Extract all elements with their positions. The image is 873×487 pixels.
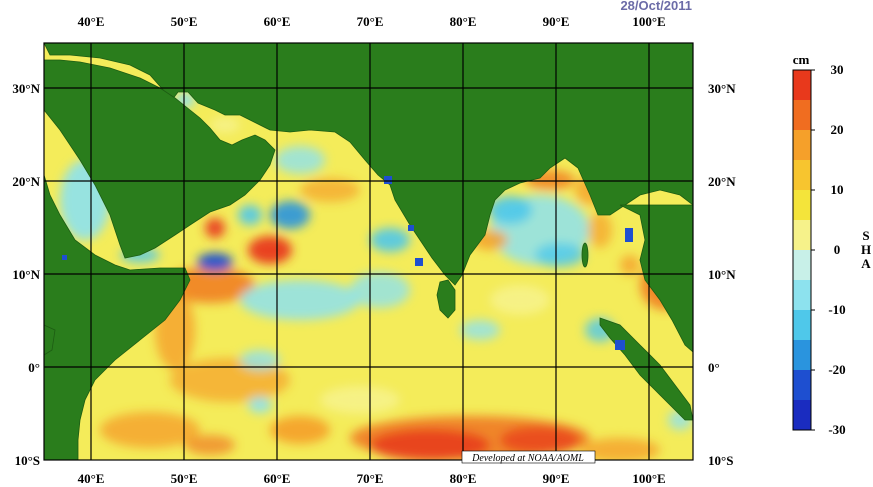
lon-label: 60°E (264, 471, 291, 486)
colorbar-segment (793, 100, 811, 131)
lat-label: 30°N (12, 81, 40, 96)
lon-label: 60°E (264, 14, 291, 29)
colorbar-unit: cm (793, 52, 810, 67)
coastal-anomaly-spots (62, 176, 633, 350)
lat-label: 20°N (12, 174, 40, 189)
lat-label: 10°S (15, 453, 40, 468)
colorbar-segment (793, 70, 811, 101)
lat-label: 10°S (708, 453, 733, 468)
lon-label: 70°E (357, 471, 384, 486)
lon-label: 90°E (543, 14, 570, 29)
lon-label: 100°E (632, 471, 665, 486)
colorbar-tick-label: 20 (831, 122, 844, 137)
colorbar-segment (793, 340, 811, 371)
lat-label: 30°N (708, 81, 736, 96)
map-panel (44, 43, 693, 460)
colorbar-ticks: 30 20 10 0 -10 -20 -30 (811, 62, 846, 437)
colorbar-segment (793, 160, 811, 191)
colorbar-tick-label: 30 (831, 62, 844, 77)
colorbar-segment (793, 280, 811, 311)
lon-label: 40°E (78, 14, 105, 29)
colorbar-segment (793, 250, 811, 281)
lon-label: 80°E (450, 471, 477, 486)
lat-label: 0° (28, 360, 40, 375)
lon-label: 100°E (632, 14, 665, 29)
colorbar-tick-label: -30 (828, 422, 845, 437)
colorbar-segments (793, 70, 811, 431)
lat-label: 0° (708, 360, 720, 375)
lon-label: 50°E (171, 14, 198, 29)
lat-labels-right: 30°N 20°N 10°N 0° 10°S (708, 81, 736, 468)
colorbar-segment (793, 370, 811, 401)
colorbar-segment (793, 190, 811, 221)
date-label: 28/Oct/2011 (620, 0, 692, 13)
lat-label: 10°N (708, 267, 736, 282)
lon-label: 80°E (450, 14, 477, 29)
lon-labels-top: 40°E 50°E 60°E 70°E 80°E 90°E 100°E (78, 14, 666, 29)
lon-labels-bottom: 40°E 50°E 60°E 70°E 80°E 90°E 100°E (78, 471, 666, 486)
colorbar-segment (793, 310, 811, 341)
colorbar-segment (793, 220, 811, 251)
lon-label: 40°E (78, 471, 105, 486)
map-frame (43, 42, 694, 461)
colorbar-tick-label: -20 (828, 362, 845, 377)
lon-label: 90°E (543, 471, 570, 486)
lon-label: 50°E (171, 471, 198, 486)
sha-anomaly-field (60, 92, 692, 460)
colorbar-tick-label: 0 (834, 242, 841, 257)
colorbar-segment (793, 130, 811, 161)
credit-label: Developed at NOAA/AOML (471, 453, 584, 464)
colorbar-tick-label: -10 (828, 302, 845, 317)
land (44, 43, 693, 460)
lat-labels-left: 30°N 20°N 10°N 0° 10°S (12, 81, 40, 468)
lat-label: 20°N (708, 174, 736, 189)
lon-label: 70°E (357, 14, 384, 29)
lat-lon-grid (44, 43, 693, 460)
lat-label: 10°N (12, 267, 40, 282)
colorbar-segment (793, 400, 811, 431)
colorbar-tick-label: 10 (831, 182, 844, 197)
